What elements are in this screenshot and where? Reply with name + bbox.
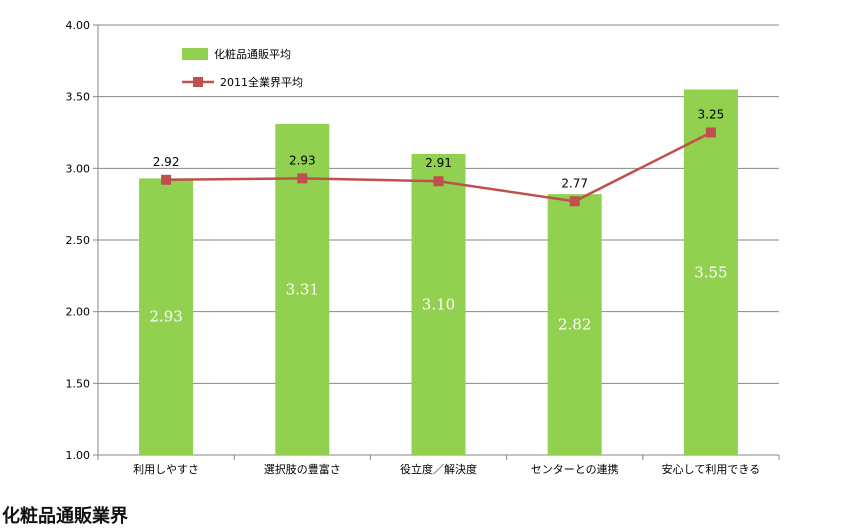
y-tick-label: 3.50 <box>66 91 91 104</box>
line-point <box>569 196 580 207</box>
bar-value-label: 3.10 <box>422 296 455 314</box>
y-tick-label: 1.50 <box>66 377 91 390</box>
line-value-label: 2.92 <box>153 155 180 169</box>
chart: 1.00 1.50 2.00 2.50 3.00 3.50 4.00 2.93 3.31 3.1… <box>66 19 780 476</box>
bar-series: 2.93 3.31 3.10 2.82 3.55 <box>139 89 738 456</box>
line-series: 2.92 2.93 2.91 2.77 3.25 <box>153 108 725 207</box>
y-tick-label: 4.00 <box>66 19 91 32</box>
line-value-label: 2.93 <box>289 153 316 167</box>
category-label: 選択肢の豊富さ <box>264 462 341 476</box>
line-point <box>705 127 716 138</box>
line-value-label: 2.91 <box>425 156 452 170</box>
line-point <box>433 176 444 187</box>
legend-label-bar: 化粧品通販平均 <box>214 47 291 61</box>
y-tick-label: 3.00 <box>66 162 91 175</box>
bar-value-label: 3.55 <box>694 263 727 281</box>
line-point <box>297 173 308 184</box>
legend-swatch-bar <box>182 48 208 60</box>
line-point <box>161 174 172 185</box>
legend-label-line: 2011全業界平均 <box>220 75 303 89</box>
category-label: 安心して利用できる <box>662 462 760 476</box>
category-label: センターとの連携 <box>531 462 619 476</box>
bar <box>139 178 194 455</box>
bar <box>547 194 602 455</box>
bar <box>683 89 738 455</box>
category-label: 利用しやすさ <box>133 463 199 476</box>
bar-value-label: 3.31 <box>286 280 319 298</box>
y-tick-label: 2.50 <box>66 234 91 247</box>
legend: 化粧品通販平均 2011全業界平均 <box>182 47 303 89</box>
footer-title: 化粧品通販業界 <box>2 506 128 527</box>
y-tick-label: 1.00 <box>66 449 91 462</box>
line-value-label: 2.77 <box>561 176 588 190</box>
bar-value-label: 2.93 <box>149 308 182 326</box>
line-value-label: 3.25 <box>698 108 725 122</box>
legend-swatch-marker <box>193 77 203 87</box>
bar <box>411 154 466 455</box>
category-label: 役立度／解決度 <box>400 462 477 476</box>
y-tick-label: 2.00 <box>66 306 91 319</box>
bar-value-label: 2.82 <box>558 316 591 334</box>
x-axis: 利用しやすさ 選択肢の豊富さ 役立度／解決度 センターとの連携 安心して利用できる <box>97 455 780 476</box>
